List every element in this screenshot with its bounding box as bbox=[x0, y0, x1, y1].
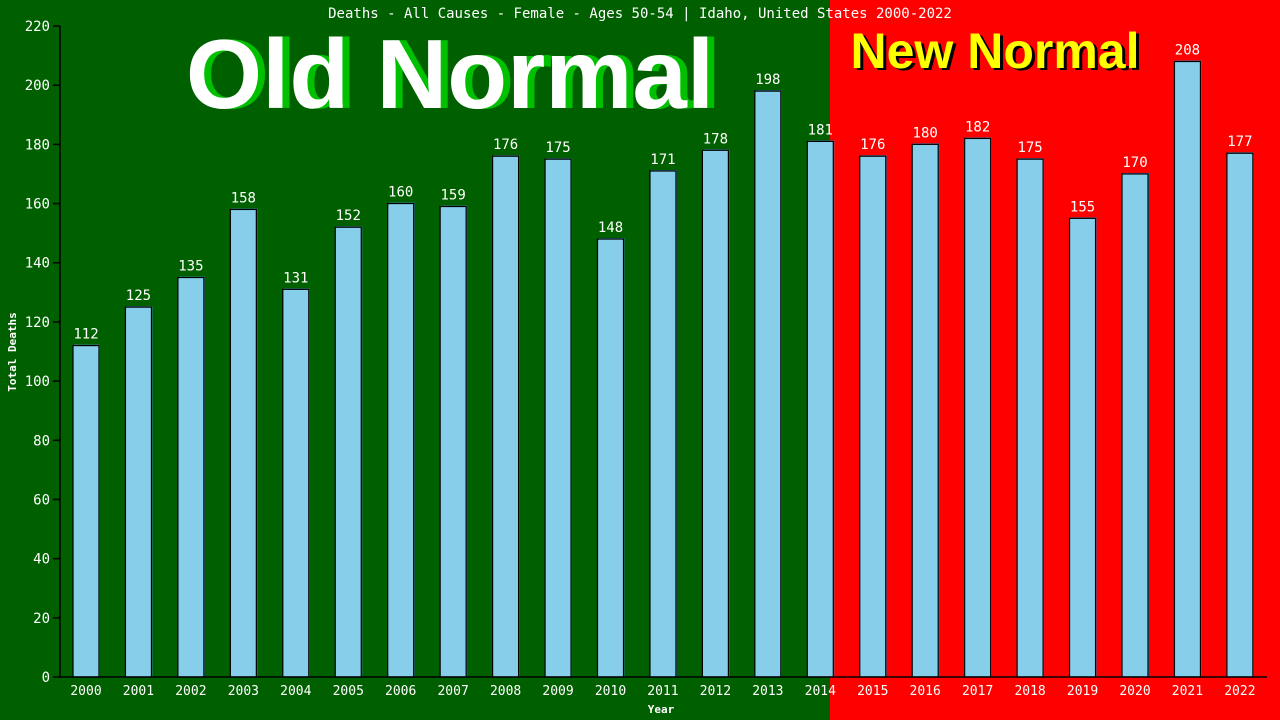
data-label-2006: 160 bbox=[388, 185, 413, 201]
bar-2016 bbox=[911, 143, 939, 678]
bar-2017 bbox=[964, 137, 992, 678]
bar-2012 bbox=[701, 149, 730, 678]
data-label-2015: 176 bbox=[860, 137, 885, 153]
bar-2003 bbox=[229, 208, 257, 678]
bar-2006 bbox=[387, 202, 415, 678]
new-normal-region bbox=[830, 0, 1280, 720]
data-label-2010: 148 bbox=[598, 220, 623, 236]
bar-2013 bbox=[754, 90, 782, 678]
x-tick-label-2005: 2005 bbox=[333, 684, 364, 699]
data-label-2012: 178 bbox=[703, 131, 728, 147]
x-tick-label-2004: 2004 bbox=[280, 684, 311, 699]
y-tick-label-120: 120 bbox=[25, 315, 50, 331]
data-label-2002: 135 bbox=[178, 259, 203, 275]
bar-2014 bbox=[806, 140, 834, 678]
y-tick-label-180: 180 bbox=[25, 137, 50, 153]
data-label-2019: 155 bbox=[1070, 199, 1095, 215]
x-tick-label-2015: 2015 bbox=[857, 684, 888, 699]
data-label-2005: 152 bbox=[336, 208, 361, 224]
y-tick-label-0: 0 bbox=[42, 670, 50, 686]
x-tick-label-2012: 2012 bbox=[700, 684, 731, 699]
x-tick-label-2003: 2003 bbox=[228, 684, 259, 699]
bar-2019 bbox=[1068, 217, 1097, 678]
y-tick-label-160: 160 bbox=[25, 197, 50, 213]
x-tick-label-2022: 2022 bbox=[1224, 684, 1255, 699]
data-label-2011: 171 bbox=[650, 152, 675, 168]
data-label-2014: 181 bbox=[808, 122, 833, 138]
bar-2020 bbox=[1121, 173, 1149, 678]
x-tick-label-2002: 2002 bbox=[175, 684, 206, 699]
chart-title: Deaths - All Causes - Female - Ages 50-5… bbox=[328, 6, 952, 22]
bar-2005 bbox=[334, 226, 362, 678]
bar-2007 bbox=[439, 205, 467, 678]
data-label-2009: 175 bbox=[545, 140, 570, 156]
data-label-2008: 176 bbox=[493, 137, 518, 153]
data-label-2016: 180 bbox=[913, 125, 938, 141]
data-label-2018: 175 bbox=[1017, 140, 1042, 156]
data-label-2021: 208 bbox=[1175, 43, 1200, 59]
bar-2000 bbox=[72, 344, 100, 678]
data-label-2004: 131 bbox=[283, 270, 308, 286]
y-tick-label-40: 40 bbox=[33, 552, 50, 568]
bar-2004 bbox=[282, 288, 310, 678]
x-tick-label-2000: 2000 bbox=[70, 684, 101, 699]
x-tick-label-2017: 2017 bbox=[962, 684, 993, 699]
y-tick-label-60: 60 bbox=[33, 492, 50, 508]
new-normal-label: New Normal bbox=[851, 23, 1140, 79]
x-tick-label-2019: 2019 bbox=[1067, 684, 1098, 699]
bar-2022 bbox=[1226, 152, 1254, 678]
y-tick-label-200: 200 bbox=[25, 78, 50, 94]
x-tick-label-2001: 2001 bbox=[123, 684, 154, 699]
data-label-2003: 158 bbox=[231, 190, 256, 206]
bar-2018 bbox=[1016, 158, 1044, 678]
x-tick-label-2020: 2020 bbox=[1119, 684, 1150, 699]
bar-2002 bbox=[177, 276, 205, 678]
x-axis-label: Year bbox=[648, 703, 675, 716]
x-tick-label-2007: 2007 bbox=[437, 684, 468, 699]
data-label-2001: 125 bbox=[126, 288, 151, 304]
bar-2010 bbox=[596, 238, 625, 678]
x-tick-label-2013: 2013 bbox=[752, 684, 783, 699]
bar-2001 bbox=[124, 306, 153, 678]
bar-2008 bbox=[492, 155, 520, 678]
bar-2009 bbox=[544, 158, 572, 678]
data-label-2022: 177 bbox=[1227, 134, 1252, 150]
x-tick-label-2009: 2009 bbox=[542, 684, 573, 699]
y-tick-label-20: 20 bbox=[33, 611, 50, 627]
bar-2011 bbox=[649, 170, 677, 678]
bar-2021 bbox=[1173, 60, 1202, 678]
data-label-2000: 112 bbox=[73, 327, 98, 343]
x-tick-label-2008: 2008 bbox=[490, 684, 521, 699]
x-tick-label-2014: 2014 bbox=[805, 684, 836, 699]
data-label-2020: 170 bbox=[1122, 155, 1147, 171]
y-axis-label: Total Deaths bbox=[6, 312, 19, 391]
y-tick-label-100: 100 bbox=[25, 374, 50, 390]
bar-2015 bbox=[859, 155, 887, 678]
y-tick-label-220: 220 bbox=[25, 19, 50, 35]
data-label-2007: 159 bbox=[441, 188, 466, 204]
x-tick-label-2006: 2006 bbox=[385, 684, 416, 699]
x-tick-label-2021: 2021 bbox=[1172, 684, 1203, 699]
x-tick-label-2016: 2016 bbox=[910, 684, 941, 699]
old-normal-label: Old Normal bbox=[186, 19, 714, 129]
x-tick-label-2011: 2011 bbox=[647, 684, 678, 699]
data-label-2013: 198 bbox=[755, 72, 780, 88]
y-tick-label-140: 140 bbox=[25, 256, 50, 272]
y-tick-label-80: 80 bbox=[33, 433, 50, 449]
x-tick-label-2010: 2010 bbox=[595, 684, 626, 699]
x-tick-label-2018: 2018 bbox=[1014, 684, 1045, 699]
data-label-2017: 182 bbox=[965, 119, 990, 135]
